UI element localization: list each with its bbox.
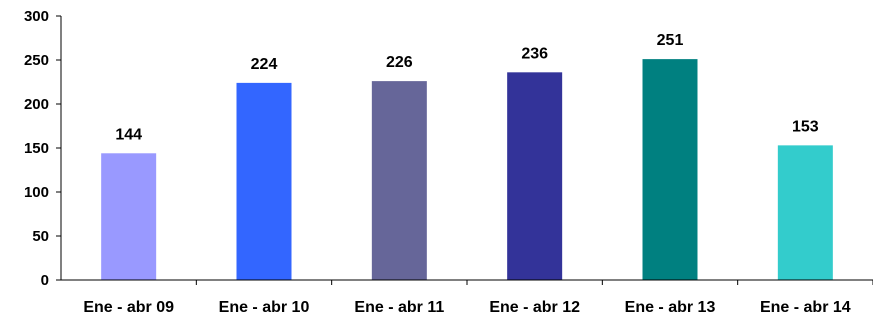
bar — [236, 82, 292, 280]
data-labels: 144 224 226 236 251 153 — [115, 32, 818, 143]
y-tick-label: 100 — [24, 184, 49, 201]
data-label: 224 — [251, 56, 278, 73]
bar — [101, 153, 157, 280]
y-tick-label: 200 — [24, 96, 49, 113]
x-axis: Ene - abr 09 Ene - abr 10 Ene - abr 11 Ene … — [61, 279, 873, 316]
bar — [642, 59, 698, 281]
data-label: 251 — [657, 32, 684, 49]
x-tick-label: Ene - abr 12 — [489, 299, 580, 316]
x-tick-label: Ene - abr 09 — [83, 299, 174, 316]
data-label: 236 — [521, 45, 548, 62]
y-tick-label: 50 — [32, 228, 49, 245]
x-tick-label: Ene - abr 13 — [625, 299, 716, 316]
x-tick-label: Ene - abr 11 — [354, 299, 444, 316]
y-axis: 0 50 100 150 200 250 300 — [24, 8, 62, 289]
y-tick-label: 150 — [24, 140, 49, 157]
bar — [371, 81, 427, 281]
y-tick-label: 0 — [41, 272, 49, 289]
bars — [101, 59, 833, 281]
bar — [507, 72, 563, 280]
y-tick-label: 250 — [24, 52, 49, 69]
data-label: 144 — [115, 126, 142, 143]
data-label: 226 — [386, 54, 413, 71]
bar — [777, 145, 833, 280]
x-tick-label: Ene - abr 14 — [760, 299, 851, 316]
x-tick-label: Ene - abr 10 — [219, 299, 310, 316]
data-label: 153 — [792, 118, 819, 135]
y-tick-label: 300 — [24, 8, 49, 25]
